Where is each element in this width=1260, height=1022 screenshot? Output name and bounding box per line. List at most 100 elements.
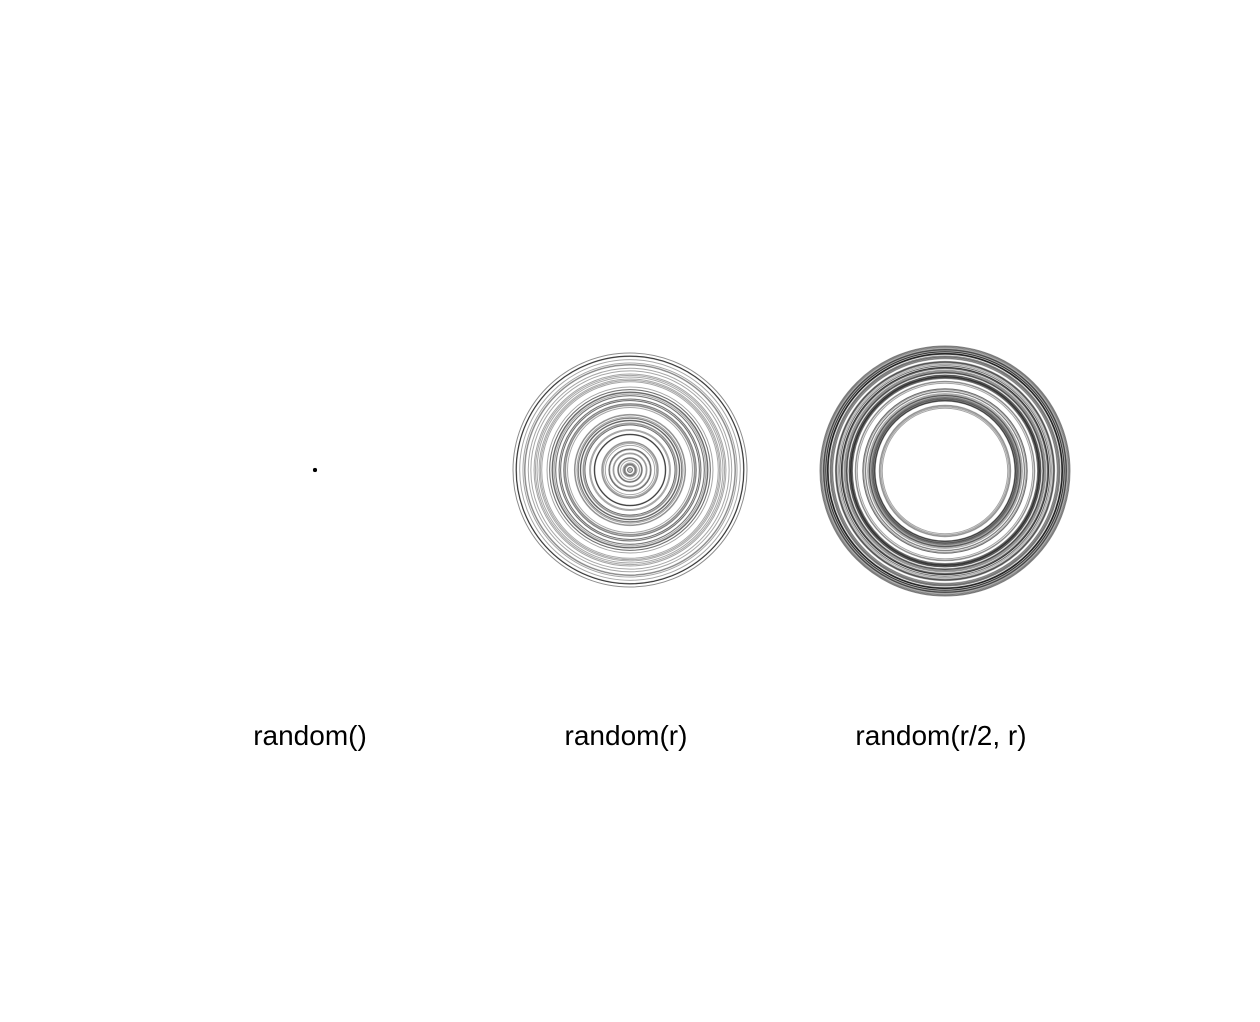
- random-circle: [541, 381, 719, 559]
- random-circle: [854, 380, 1036, 562]
- random-circle: [533, 373, 727, 567]
- random-circle: [564, 404, 696, 536]
- random-circle: [583, 423, 677, 517]
- random-circle: [874, 400, 1016, 542]
- random-circle: [512, 352, 748, 588]
- random-circle: [825, 351, 1065, 591]
- random-circle: [872, 398, 1018, 544]
- random-circle: [823, 349, 1067, 593]
- random-circle: [549, 389, 711, 551]
- random-circle: [549, 389, 711, 551]
- random-circle: [538, 378, 722, 562]
- random-circle: [558, 398, 702, 542]
- random-circle: [848, 374, 1042, 568]
- random-circle: [835, 361, 1055, 581]
- random-circle: [539, 379, 721, 561]
- random-circle: [862, 388, 1028, 554]
- random-circle: [846, 372, 1044, 570]
- random-circle: [553, 393, 707, 547]
- random-circle: [584, 424, 676, 516]
- random-circle: [601, 441, 659, 499]
- random-circle: [874, 400, 1016, 542]
- random-circle: [601, 441, 659, 499]
- random-circle: [628, 468, 632, 472]
- random-circle: [845, 371, 1045, 571]
- random-circle: [873, 399, 1017, 543]
- random-circle: [851, 377, 1039, 565]
- random-circle: [827, 353, 1063, 589]
- random-circle: [593, 433, 667, 507]
- random-circle: [584, 424, 676, 516]
- random-circle: [551, 391, 709, 549]
- random-circle: [871, 397, 1019, 545]
- random-circle: [590, 430, 670, 510]
- random-circle: [881, 407, 1009, 535]
- random-circle: [846, 372, 1044, 570]
- random-circle: [558, 398, 702, 542]
- random-circle: [845, 371, 1045, 571]
- random-circle: [822, 348, 1068, 594]
- random-circle: [829, 355, 1061, 587]
- random-circle: [552, 392, 708, 548]
- random-circle: [840, 366, 1050, 576]
- random-circle: [623, 463, 637, 477]
- random-circle: [576, 416, 684, 524]
- random-circle: [522, 362, 738, 578]
- random-circle: [618, 458, 642, 482]
- random-circle: [848, 374, 1042, 568]
- random-circle: [864, 390, 1026, 552]
- random-circle: [551, 391, 709, 549]
- random-circle: [823, 349, 1067, 593]
- random-circle: [878, 404, 1012, 538]
- random-circle: [536, 376, 724, 564]
- random-circle: [613, 453, 647, 487]
- random-circle: [534, 374, 726, 566]
- random-circle: [821, 347, 1069, 595]
- random-circle: [594, 434, 666, 506]
- random-circle: [830, 356, 1060, 586]
- random-circle: [624, 464, 636, 476]
- random-circle: [608, 448, 652, 492]
- random-circle: [842, 368, 1048, 574]
- random-circle: [577, 417, 683, 523]
- random-circle: [868, 394, 1022, 548]
- random-circle: [519, 359, 741, 581]
- random-circle: [863, 389, 1027, 553]
- random-circle: [845, 371, 1045, 571]
- random-circle: [560, 400, 700, 540]
- random-circle: [627, 467, 633, 473]
- random-circle: [874, 400, 1016, 542]
- random-circle: [851, 377, 1039, 565]
- random-circle: [835, 361, 1055, 581]
- random-circle: [839, 365, 1051, 577]
- random-unit-circles-panel: [312, 467, 318, 473]
- random-circle: [871, 397, 1019, 545]
- random-circle: [314, 469, 316, 471]
- random-circle: [524, 364, 736, 576]
- random-circle: [856, 382, 1034, 560]
- random-circle: [577, 417, 683, 523]
- random-circle: [617, 457, 643, 483]
- random-circle: [831, 357, 1059, 585]
- random-circle: [867, 393, 1023, 549]
- random-circle: [573, 413, 687, 527]
- random-circle: [873, 399, 1017, 543]
- random-circle: [555, 395, 705, 545]
- random-circle: [627, 467, 633, 473]
- random-circle: [515, 355, 745, 585]
- random-circle: [620, 460, 640, 480]
- random-circle: [843, 369, 1047, 573]
- random-circle: [880, 406, 1010, 536]
- random-circle: [563, 403, 697, 537]
- random-circle: [593, 433, 667, 507]
- random-circle: [603, 443, 657, 497]
- random-circle: [579, 419, 681, 521]
- caption-random-half-r-to-r: random(r/2, r): [855, 720, 1027, 751]
- random-r-circles-panel: [512, 352, 748, 588]
- random-circle: [555, 395, 705, 545]
- random-circle: [624, 464, 636, 476]
- random-circle: [839, 365, 1051, 577]
- random-circle: [589, 429, 671, 511]
- random-circle: [825, 351, 1065, 591]
